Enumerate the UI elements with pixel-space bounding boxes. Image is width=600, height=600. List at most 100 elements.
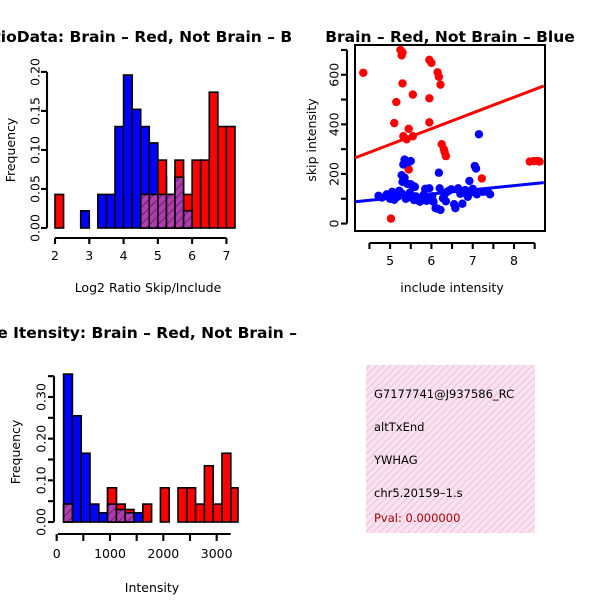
histogram-bar [98,512,109,523]
scatter-xtick-label: 8 [510,253,518,268]
histogram-bar [217,125,228,229]
info-box-text-group: G7177741@J937586_RC altTxEnd YWHAG chr5.… [373,387,514,525]
scatter-ylabel: skip intensity [304,98,319,182]
scatter-point-not-brain [474,130,484,139]
histogram-bar [124,512,135,523]
scatter-point-brain [398,48,407,57]
ratio-histogram-title: RatioData: Brain – Red, Not Brain – Blue [0,28,300,46]
scatter-xtick-label: 6 [427,253,435,268]
ratio-ytick-label: 0.15 [28,97,43,125]
histogram-bar [199,159,211,229]
scatter-point-not-brain [429,197,438,206]
scatter-inner [355,45,545,223]
ratio-xtick-label: 5 [154,248,162,263]
info-box-svg: G7177741@J937586_RC altTxEnd YWHAG chr5.… [366,365,535,533]
scatter-xtick-label: 7 [469,253,477,268]
histogram-bar [174,176,185,229]
scatter-point-brain [425,94,434,103]
histogram-bar [208,91,219,229]
panel-info-box: G7177741@J937586_RC altTxEnd YWHAG chr5.… [300,300,600,600]
ratio-histogram-ylabel: Frequency [3,117,18,182]
histogram-bar [106,503,118,523]
ratio-histogram-svg: RatioData: Brain – Red, Not Brain – Blue… [0,28,300,295]
panel-ratio-histogram: RatioData: Brain – Red, Not Brain – Blue… [0,0,300,300]
scatter-point-brain [398,79,407,88]
histogram-bar [165,193,176,229]
histogram-bar [105,193,116,229]
histogram-bar [79,210,91,229]
histogram-bar [221,452,232,523]
histogram-bar [212,503,223,523]
scatter-point-not-brain [458,199,467,208]
intensity-xtick-label: 2000 [147,546,179,561]
ratio-histogram-xlabel: Log2 Ratio Skip/Include [75,280,222,295]
histogram-bar [182,210,193,229]
histogram-bar [80,452,91,523]
info-box-background [366,365,535,533]
intensity-histogram-xlabel: Intensity [125,580,180,595]
histogram-bar [186,487,197,523]
scatter-ytick-label: 0 [327,220,342,228]
intensity-histogram-title: Gene Itensity: Brain – Red, Not Brain – … [0,324,300,342]
histogram-bar [148,193,159,229]
intensity-histogram-svg: Gene Itensity: Brain – Red, Not Brain – … [0,324,300,595]
histogram-bar [54,193,65,229]
histogram-bar [71,414,83,523]
scatter-point-brain [434,72,444,81]
scatter-xtick-label: 5 [386,253,394,268]
histogram-bar [230,487,239,523]
intensity-ytick-label: 0.00 [34,508,49,536]
intensity-ytick-label: 0.10 [34,466,49,494]
ratio-xtick-label: 3 [85,248,93,263]
histogram-bar [139,193,151,229]
scatter-point-brain [535,157,544,166]
ratio-histogram-axes: 0.00 0.05 0.10 0.15 0.20 2 3 4 5 6 7 [28,58,231,263]
histogram-bar [62,373,74,523]
scatter-point-brain [477,174,486,183]
intensity-ytick-label: 0.30 [34,383,49,411]
scatter-point-brain [390,118,399,128]
histogram-bar [194,503,206,523]
info-line-locus: chr5.20159–1.s [374,486,463,500]
panel-intensity-histogram: Gene Itensity: Brain – Red, Not Brain – … [0,300,300,600]
ratio-histogram-bars [54,74,236,229]
scatter-point-brain [359,68,368,77]
histogram-bar [157,193,168,229]
scatter-point-not-brain [441,197,451,206]
scatter-svg: Brain – Red, Not Brain – Blue 0 200 400 600… [304,28,575,295]
scatter-point-brain [404,124,413,134]
intensity-xtick-label: 0 [53,546,61,561]
histogram-bar [97,193,108,229]
scatter-point-not-brain [465,176,474,186]
histogram-bar [122,74,133,229]
histogram-bar [203,464,214,523]
scatter-point-not-brain [471,164,481,173]
scatter-point-brain [386,214,396,223]
ratio-xtick-label: 7 [222,248,230,263]
scatter-title: Brain – Red, Not Brain – Blue [325,28,575,46]
scatter-points-group [354,44,546,232]
scatter-point-brain [392,97,401,107]
histogram-bar [115,508,127,523]
histogram-bar [89,503,100,523]
ratio-xtick-label: 6 [188,248,196,263]
ratio-ytick-label: 0.00 [28,214,43,242]
scatter-point-not-brain [435,184,444,193]
scatter-axes: 0 200 400 600 5 6 7 8 [327,48,536,268]
scatter-point-not-brain [406,156,415,166]
scatter-point-brain [441,151,451,161]
intensity-xtick-label: 1000 [94,546,126,561]
info-line-event-type: altTxEnd [374,420,424,434]
ratio-xtick-label: 4 [120,248,128,263]
scatter-point-not-brain [399,160,408,169]
histogram-bar [191,159,202,229]
scatter-fit-line-not-brain [355,181,544,204]
scatter-point-brain [425,118,434,127]
histogram-bar [131,108,142,229]
scatter-point-not-brain [425,184,434,193]
info-line-probe: G7177741@J937586_RC [374,387,514,401]
intensity-histogram-ylabel: Frequency [8,419,23,484]
ratio-ytick-label: 0.10 [28,136,43,164]
intensity-histogram-axes: 0.00 0.10 0.20 0.30 0 1000 2000 3000 [34,375,233,561]
